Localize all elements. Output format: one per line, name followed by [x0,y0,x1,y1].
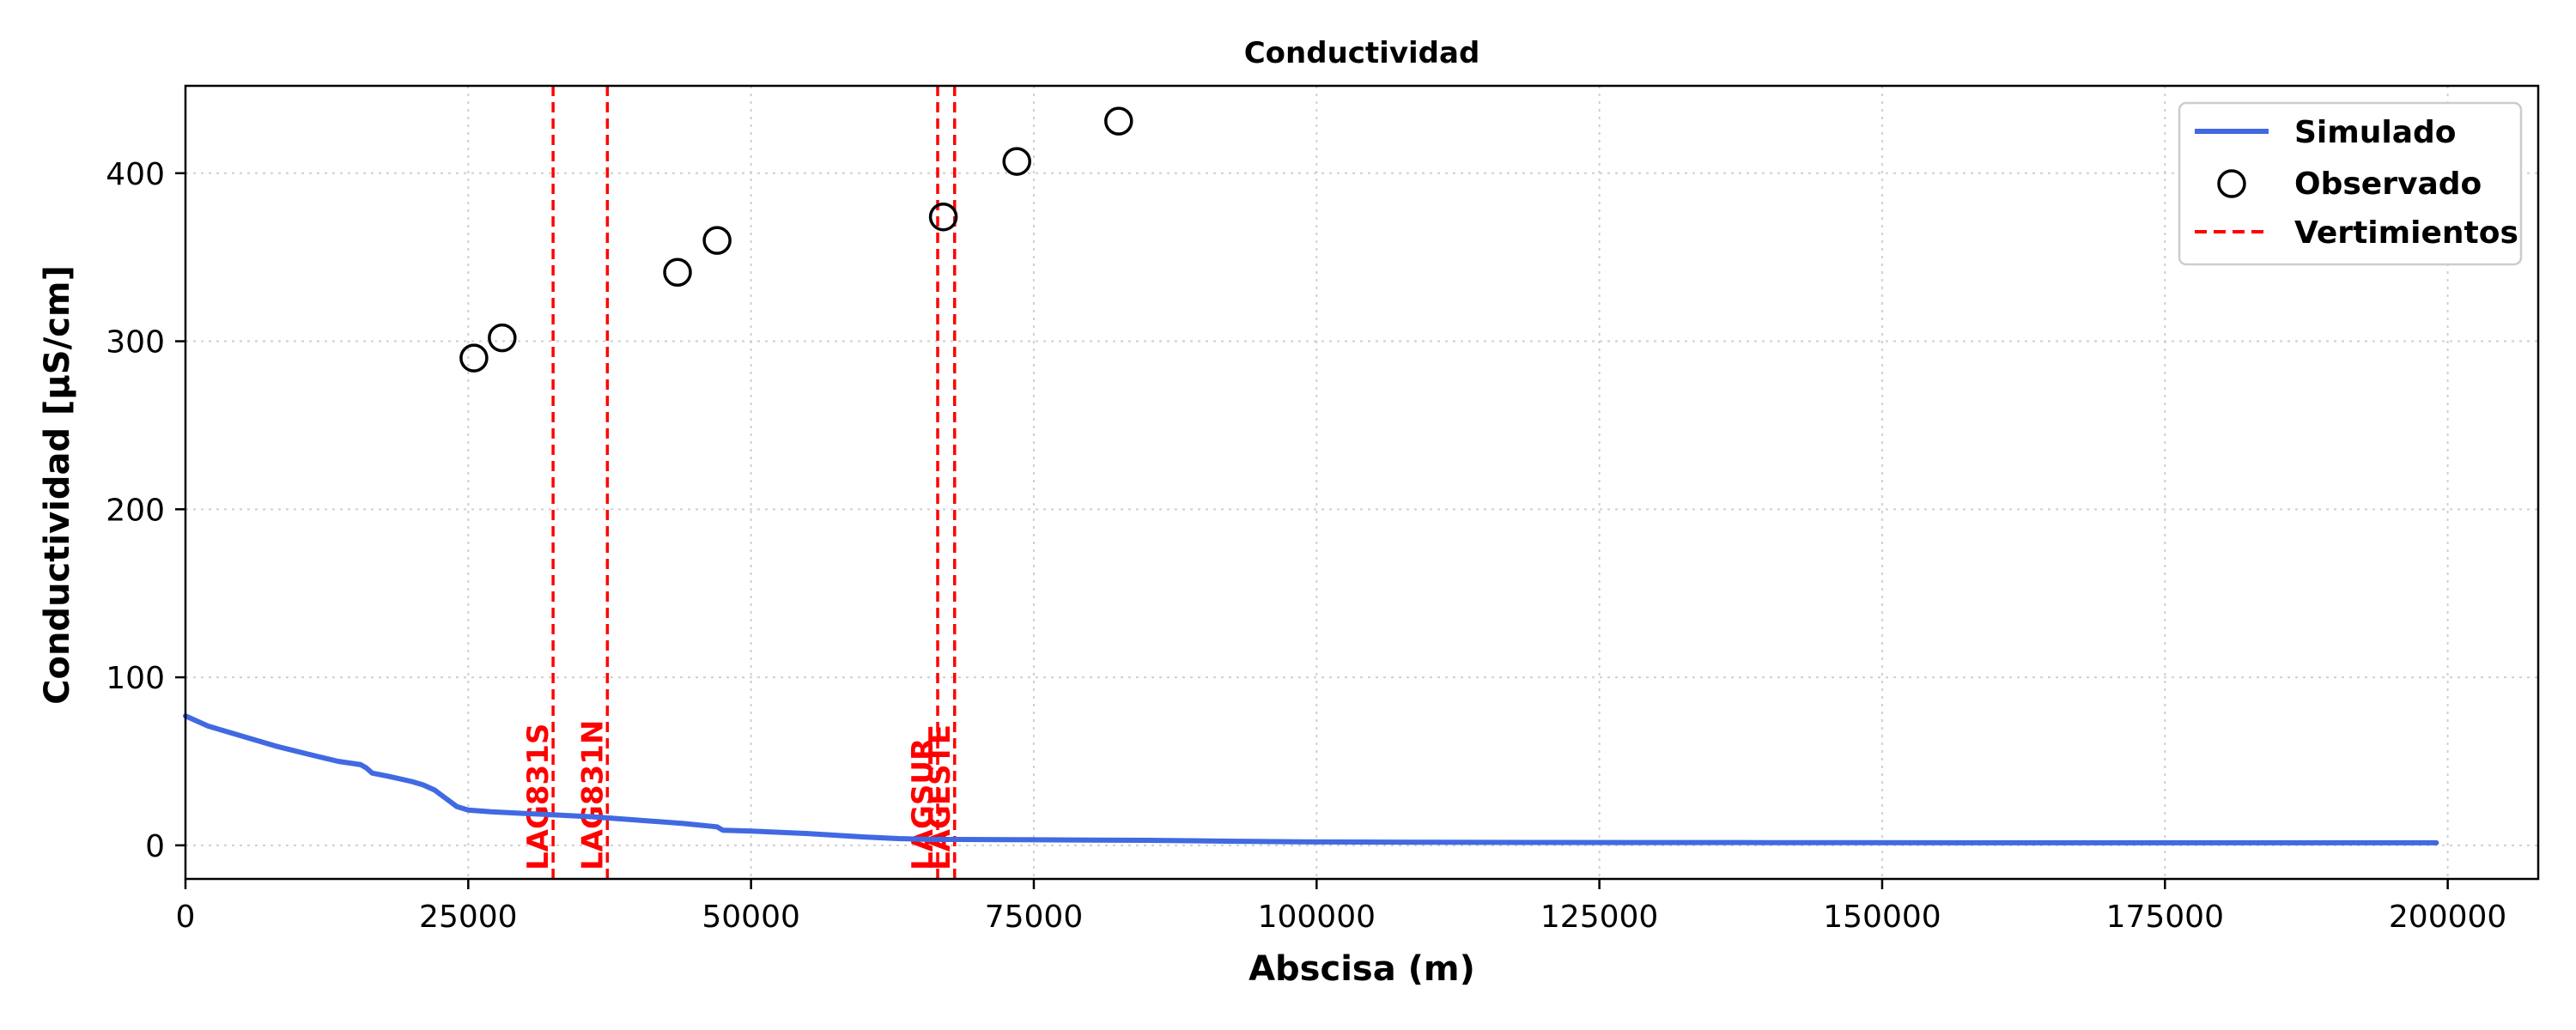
y-tick-label: 300 [106,325,165,360]
legend-simulado-label: Simulado [2294,115,2457,150]
observado-point [459,343,489,373]
series-layer [183,106,2439,845]
y-tick-label: 100 [106,661,165,696]
x-tick-label: 50000 [702,900,800,935]
plot-frame [184,84,2540,881]
y-axis-label: Conductividad [µS/cm] [38,265,77,705]
y-tick-label: 400 [106,157,165,192]
vertimiento-label: LAGSUR [906,738,940,870]
vertimiento-label: LAG831S [521,724,556,870]
observado-point [928,202,958,232]
y-tick-label: 0 [145,829,165,864]
x-tick-label: 100000 [1258,900,1376,935]
x-tick-label: 0 [176,900,196,935]
vertimiento-label: LAG831N [575,720,610,870]
legend-observado-swatch [2217,169,2246,198]
legend-observado-label: Observado [2294,167,2482,202]
vertimiento-label: LAGESTE [923,724,957,870]
x-tick-label: 25000 [419,900,518,935]
x-tick-label: 175000 [2106,900,2224,935]
observado-point [702,226,732,255]
x-tick-label: 125000 [1540,900,1658,935]
legend-vertimientos-label: Vertimientos [2294,215,2518,251]
simulado-line [183,713,2439,845]
axis-ticks: 0 25000 50000 75000 100000 125000 150000 175000… [106,157,2506,935]
legend: Simulado Observado Vertimientos [2178,101,2523,266]
x-tick-label: 200000 [2389,900,2506,935]
observado-point [1002,147,1031,176]
x-axis-label: Abscisa (m) [1249,949,1475,989]
observado-point [488,323,517,353]
x-tick-label: 75000 [985,900,1084,935]
observado-point [1104,106,1133,136]
legend-box [2178,101,2523,266]
chart-title: Conductividad [1244,36,1480,70]
y-tick-label: 200 [106,493,165,528]
x-tick-label: 150000 [1823,900,1941,935]
observado-point [663,258,692,288]
